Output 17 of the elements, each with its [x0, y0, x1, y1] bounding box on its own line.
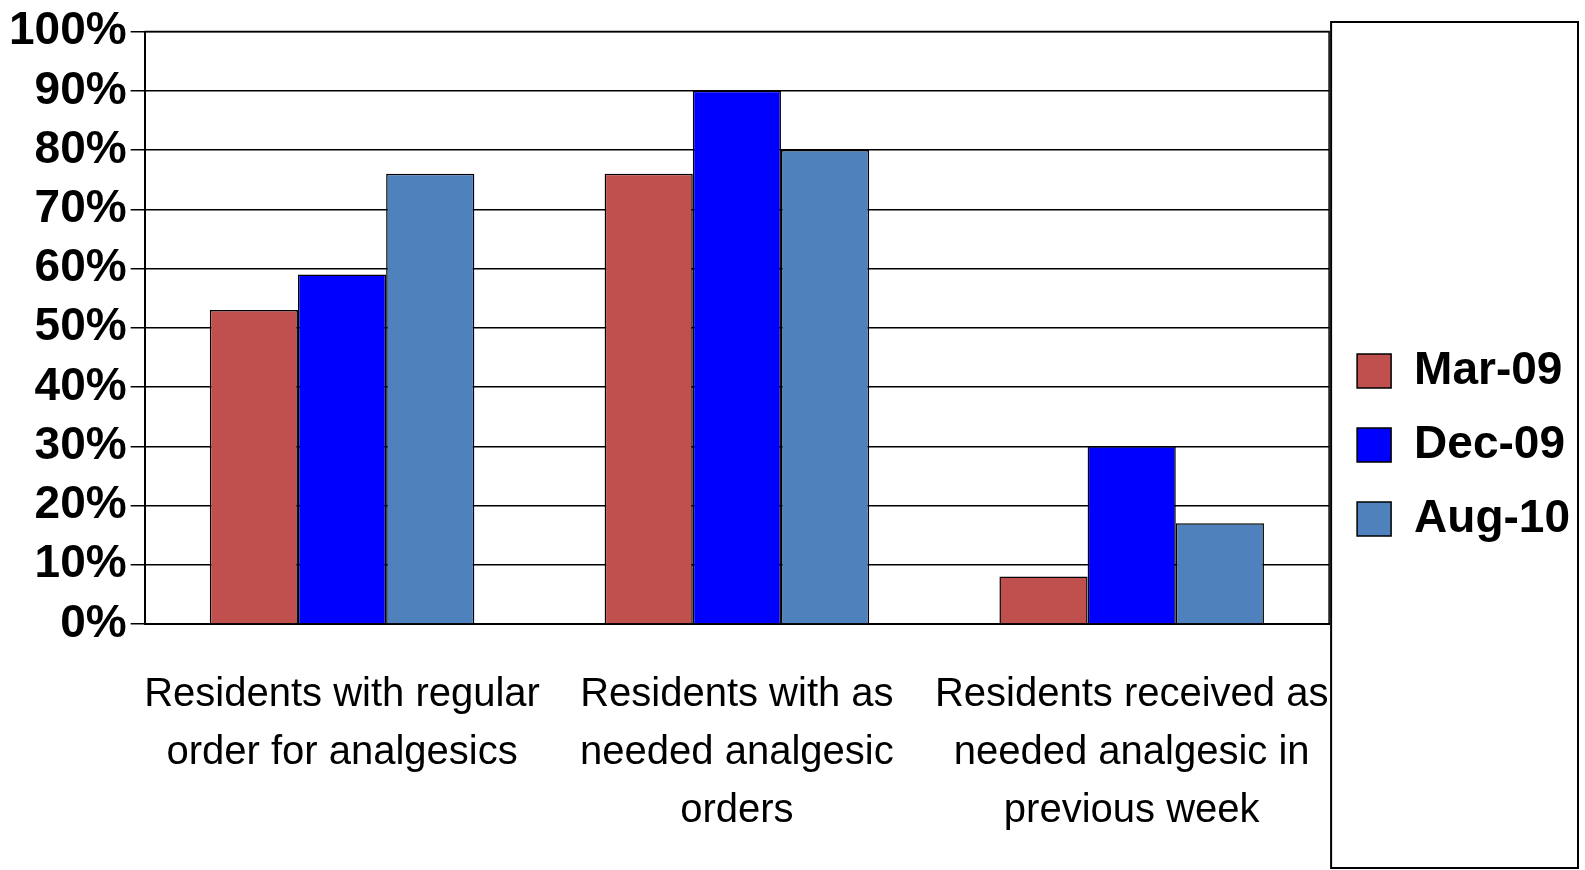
legend-label: Aug-10	[1414, 489, 1570, 542]
y-tick-label: 60%	[34, 239, 127, 292]
y-tick-label: 40%	[34, 357, 127, 410]
x-tick-label: Residents with regular order for analgesics	[144, 670, 540, 773]
y-tick-label: 10%	[34, 535, 127, 588]
y-tick-label: 100%	[8, 2, 127, 55]
y-tick-label: 70%	[34, 180, 127, 233]
legend-label: Dec-09	[1414, 415, 1565, 468]
y-tick-label: 0%	[60, 594, 127, 647]
x-tick-label: Residents received as needed analgesic in previous week	[934, 670, 1329, 831]
y-tick-label: 90%	[34, 61, 127, 114]
y-tick-label: 80%	[34, 120, 127, 173]
legend-label: Mar-09	[1414, 341, 1563, 394]
y-tick-label: 30%	[34, 416, 127, 469]
y-tick-label: 50%	[34, 298, 127, 351]
y-tick-label: 20%	[34, 476, 127, 529]
x-tick-label: Residents with as needed analgesic orders	[580, 670, 894, 831]
